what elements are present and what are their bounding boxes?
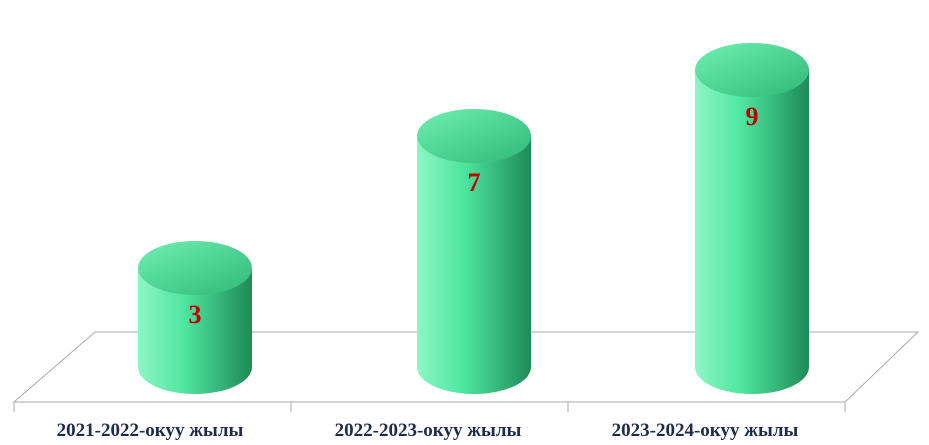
- category-label: 2021-2022-окуу жылы: [57, 420, 244, 441]
- value-label: 9: [746, 102, 759, 131]
- value-label: 7: [468, 168, 481, 197]
- value-label: 3: [189, 300, 202, 329]
- category-label: 2023-2024-окуу жылы: [612, 420, 799, 441]
- cylinder-body: [417, 136, 531, 394]
- category-labels: 2021-2022-окуу жылы 2022-2023-окуу жылы 20…: [57, 420, 799, 441]
- bars-group: 3 7 9: [138, 43, 809, 394]
- floor-plane: [12, 331, 920, 412]
- cylinder-bar: 9: [695, 43, 809, 394]
- cylinder-bar: 7: [417, 109, 531, 394]
- category-label: 2022-2023-окуу жылы: [335, 420, 522, 441]
- cylinder-body: [138, 268, 252, 394]
- cylinder-top: [138, 241, 252, 295]
- cylinder-top: [417, 109, 531, 163]
- cylinder-bar: 3: [138, 241, 252, 394]
- cylinder-body: [695, 70, 809, 394]
- cylinder-top: [695, 43, 809, 97]
